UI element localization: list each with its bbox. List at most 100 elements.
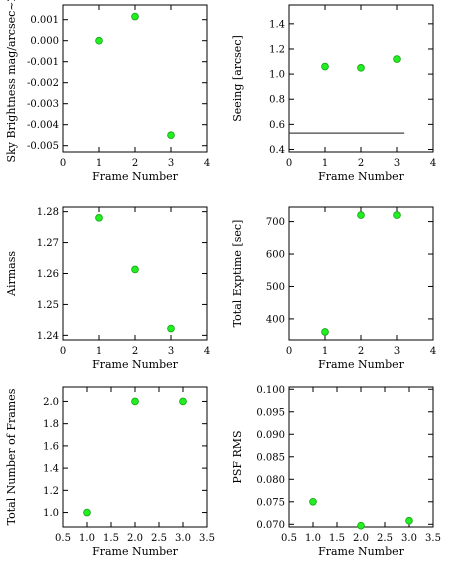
y-tick-label: 1.6 xyxy=(43,441,59,452)
x-tick-label: 2 xyxy=(358,346,364,357)
x-tick-label: 0.5 xyxy=(55,533,71,544)
x-tick-label: 1.0 xyxy=(305,533,321,544)
x-tick-label: 4 xyxy=(430,158,436,169)
y-tick-label: 0.6 xyxy=(269,120,285,131)
y-axis-title: Airmass xyxy=(5,251,18,297)
y-tick-label: 1.2 xyxy=(269,44,285,55)
x-tick-label: 4 xyxy=(430,346,436,357)
data-point xyxy=(393,55,401,63)
x-tick-label: 0.5 xyxy=(281,533,297,544)
y-tick-label: 0.8 xyxy=(269,95,285,106)
y-tick-label: -0.004 xyxy=(27,120,59,131)
y-axis-title: Total Number of Frames xyxy=(5,388,18,525)
y-tick-label: 700 xyxy=(266,217,285,228)
x-tick-label: 0 xyxy=(286,158,292,169)
y-tick-label: 2.0 xyxy=(43,397,59,408)
y-tick-label: 0.000 xyxy=(30,36,59,47)
y-axis-title: Total Exptime [sec] xyxy=(231,220,244,328)
x-tick-label: 3 xyxy=(168,346,174,357)
y-tick-label: 500 xyxy=(266,282,285,293)
data-point xyxy=(357,211,365,219)
y-tick-label: -0.003 xyxy=(27,99,59,110)
x-axis-title: Frame Number xyxy=(92,545,179,558)
data-point xyxy=(309,497,317,506)
x-tick-label: 1.5 xyxy=(329,533,345,544)
x-tick-label: 4 xyxy=(204,346,210,357)
data-point xyxy=(179,397,187,406)
y-tick-label: 1.28 xyxy=(37,207,59,218)
y-tick-label: 1.4 xyxy=(269,19,285,30)
x-tick-label: 1.0 xyxy=(79,533,95,544)
chart-panel: 0 1 2 3 4 0.001 0.000 -0.001 -0.002 -0.003 -0.004 -… xyxy=(5,0,210,183)
y-tick-label: 1.24 xyxy=(37,331,59,342)
x-tick-label: 4 xyxy=(204,158,210,169)
plot-frame xyxy=(288,4,434,153)
y-tick-label: 0.070 xyxy=(256,520,285,531)
y-tick-label: 0.085 xyxy=(256,452,285,463)
y-tick-label: 1.0 xyxy=(269,70,285,81)
y-tick-label: 0.4 xyxy=(269,145,285,156)
x-tick-label: 3 xyxy=(168,158,174,169)
y-tick-label: -0.002 xyxy=(27,78,59,89)
x-tick-label: 2.5 xyxy=(377,533,393,544)
y-tick-label: 1.2 xyxy=(43,486,59,497)
x-axis-title: Frame Number xyxy=(318,170,405,183)
data-point xyxy=(95,36,103,45)
data-point xyxy=(95,214,103,222)
data-point xyxy=(393,211,401,219)
x-tick-label: 0 xyxy=(286,346,292,357)
y-tick-label: 0.080 xyxy=(256,475,285,486)
y-tick-label: 400 xyxy=(266,314,285,325)
data-point xyxy=(131,265,139,274)
chart-panel: 0.5 1.0 1.5 2.0 2.5 3.0 3.5 0.070 0.075 0.080 0.08… xyxy=(231,385,441,558)
x-tick-label: 3.5 xyxy=(425,533,441,544)
x-tick-label: 2.0 xyxy=(127,533,143,544)
x-tick-label: 1.5 xyxy=(103,533,119,544)
x-tick-label: 3 xyxy=(394,158,400,169)
x-tick-label: 3.5 xyxy=(199,533,215,544)
x-tick-label: 2.5 xyxy=(151,533,167,544)
x-axis-title: Frame Number xyxy=(318,358,405,371)
x-tick-label: 3.0 xyxy=(401,533,417,544)
plot-frame xyxy=(288,206,434,341)
chart-panel: 0 1 2 3 4 0.4 0.6 0.8 1.0 1.2 1.4 Frame Number Seein… xyxy=(231,4,436,183)
y-tick-label: 0.075 xyxy=(256,497,285,508)
x-tick-label: 0 xyxy=(60,158,66,169)
y-tick-label: 0.095 xyxy=(256,407,285,418)
x-tick-label: 3.0 xyxy=(175,533,191,544)
chart-panel: 0.5 1.0 1.5 2.0 2.5 3.0 3.51.01.21.41.61.82.0F… xyxy=(5,386,215,558)
y-axis-title: Seeing [arcsec] xyxy=(231,35,244,122)
y-tick-label: -0.001 xyxy=(27,57,59,68)
y-axis-title: Sky Brightness mag/arcsec~2 xyxy=(5,0,18,162)
data-point xyxy=(131,12,139,21)
y-tick-label: 0.100 xyxy=(256,385,285,396)
data-point xyxy=(357,64,365,72)
plot-frame xyxy=(62,386,208,528)
y-tick-label: 1.4 xyxy=(43,464,59,475)
plot-frame xyxy=(62,4,208,153)
data-point xyxy=(321,62,329,71)
y-axis-title: PSF RMS xyxy=(231,430,244,483)
y-tick-label: 1.26 xyxy=(37,269,59,280)
data-point xyxy=(83,508,91,517)
x-tick-label: 1 xyxy=(322,346,328,357)
plot-frame xyxy=(288,386,434,528)
x-axis-title: Frame Number xyxy=(92,170,179,183)
y-tick-label: 0.001 xyxy=(30,15,59,26)
x-tick-label: 2 xyxy=(132,158,138,169)
data-point xyxy=(167,324,175,333)
x-tick-label: 2 xyxy=(358,158,364,169)
y-tick-label: 1.27 xyxy=(37,238,59,249)
x-tick-label: 1 xyxy=(96,158,102,169)
x-axis-title: Frame Number xyxy=(92,358,179,371)
x-tick-label: 1 xyxy=(322,158,328,169)
data-point xyxy=(167,131,175,140)
y-tick-label: 1.25 xyxy=(37,300,59,311)
x-tick-label: 3 xyxy=(394,346,400,357)
data-point xyxy=(131,397,139,406)
y-tick-label: 0.090 xyxy=(256,430,285,441)
data-point xyxy=(357,521,365,530)
chart-panel: 0 1 2 3 4 400 500 600 700 Frame Number Total Expti… xyxy=(231,206,436,371)
y-tick-label: 1.8 xyxy=(43,419,59,430)
